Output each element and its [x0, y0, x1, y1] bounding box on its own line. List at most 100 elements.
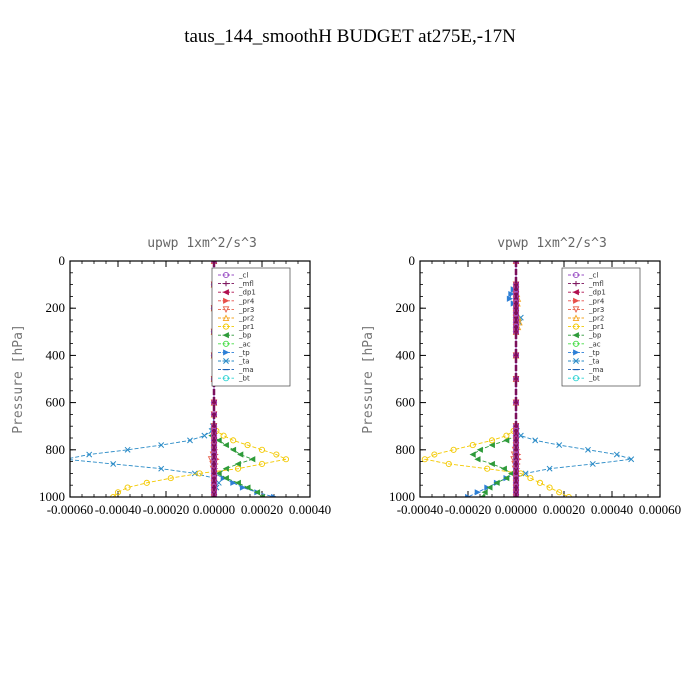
data-point	[506, 295, 514, 302]
legend-entry: _bt	[218, 375, 250, 383]
y-tick-label: 400	[46, 347, 66, 362]
data-point	[220, 432, 227, 439]
data-point	[503, 475, 510, 482]
data-point	[556, 442, 563, 449]
data-point	[244, 442, 251, 449]
data-point	[469, 451, 476, 458]
upwp-panel: upwp 1xm^2/s^3 Pressure [hPa] 0 200 400 600 80…	[11, 236, 331, 517]
legend-swatch-marker	[573, 281, 579, 287]
data-point	[481, 489, 488, 496]
legend-entry: _bp	[568, 332, 602, 340]
data-point	[522, 470, 529, 477]
x-tick-label: 0.00040	[289, 502, 331, 517]
legend-entry: _cl	[568, 272, 598, 280]
legend-entry: _ac	[218, 340, 251, 348]
legend-entry: _tp	[218, 349, 250, 357]
x-tick-label: 0.00040	[591, 502, 633, 517]
legend-swatch-marker	[222, 375, 230, 382]
legend-label: _pr2	[588, 315, 604, 323]
data-point	[474, 456, 481, 463]
legend-entry: _ta	[568, 358, 600, 366]
legend-label: _cl	[238, 272, 248, 280]
legend-entry: _pr4	[218, 297, 255, 305]
legend-entry: _bt	[568, 375, 600, 383]
legend-swatch-marker	[222, 306, 230, 314]
data-point	[585, 446, 591, 453]
legend-swatch-marker	[572, 375, 580, 382]
plot-frame	[69, 260, 311, 498]
legend-label: _ac	[588, 340, 601, 348]
panel-title: vpwp 1xm^2/s^3	[497, 236, 607, 251]
legend-entry: _pr4	[568, 297, 605, 305]
data-point	[613, 451, 620, 458]
y-axis-label: Pressure [hPa]	[361, 324, 376, 434]
legend-entry: _pr2	[218, 314, 254, 323]
data-point	[234, 460, 241, 468]
data-point	[493, 479, 500, 486]
legend-entry: _dp1	[568, 289, 606, 297]
legend-swatch-marker	[222, 314, 230, 322]
legend-label: _ta	[588, 358, 600, 366]
y-tick-label: 200	[46, 300, 66, 315]
legend-swatch-marker	[572, 323, 580, 330]
legend-entry: _cl	[218, 272, 248, 280]
legend-swatch-marker	[222, 271, 230, 279]
data-point	[556, 489, 563, 496]
data-point	[201, 432, 208, 439]
data-point	[191, 470, 198, 477]
data-point	[546, 484, 553, 491]
panel-title: upwp 1xm^2/s^3	[147, 236, 257, 251]
x-tick-label: -0.00040	[397, 502, 444, 517]
data-point	[234, 479, 241, 486]
x-tick-label: 0.00060	[639, 502, 681, 517]
legend-swatch-marker	[573, 297, 580, 304]
legend: _cl_mfl_dp1_pr4_pr3_pr2_pr1_bp_ac_tp_ta_…	[561, 267, 641, 387]
legend-label: _dp1	[238, 289, 256, 297]
data-point	[503, 432, 510, 439]
legend-entry: _ma	[218, 366, 254, 374]
data-point	[143, 479, 150, 486]
legend-label: _bt	[588, 375, 600, 383]
x-tick-label: 0.00000	[495, 502, 537, 517]
data-point	[158, 465, 165, 472]
legend-label: _mfl	[588, 280, 604, 288]
legend-swatch-marker	[573, 349, 580, 356]
legend-entry: _pr3	[218, 306, 254, 314]
legend-label: _bp	[238, 332, 252, 340]
legend-label: _ma	[238, 366, 254, 374]
x-tick-label: -0.00020	[143, 502, 190, 517]
legend-label: _pr3	[238, 306, 254, 314]
data-point	[230, 437, 237, 444]
data-point	[488, 437, 496, 444]
legend-entry: _ta	[218, 358, 250, 366]
data-point	[114, 489, 122, 496]
data-point	[500, 465, 507, 472]
x-tick-label: 0.00020	[543, 502, 585, 517]
y-tick-label: 1000	[389, 489, 415, 504]
legend-swatch-marker	[572, 332, 579, 339]
legend-label: _cl	[588, 272, 598, 280]
legend-label: _dp1	[588, 289, 606, 297]
y-tick-label: 0	[409, 253, 416, 268]
data-point	[229, 446, 237, 453]
data-point	[508, 290, 515, 298]
data-point	[503, 437, 510, 444]
data-point	[431, 451, 438, 458]
data-point	[124, 446, 131, 453]
legend-entry: _tp	[568, 349, 600, 357]
legend-swatch-marker	[223, 297, 230, 304]
data-point	[253, 489, 261, 496]
legend-label: _pr4	[588, 297, 605, 305]
legend-label: _ma	[588, 366, 604, 374]
y-tick-label: 400	[396, 347, 416, 362]
data-point	[474, 489, 481, 496]
data-point	[527, 475, 534, 482]
y-tick-label: 800	[396, 442, 416, 457]
data-point	[488, 460, 495, 468]
plot-frame	[419, 260, 661, 498]
legend-swatch-marker	[572, 289, 579, 296]
legend-swatch-marker	[223, 349, 230, 356]
x-tick-label: -0.00060	[47, 502, 94, 517]
legend-label: _ac	[238, 340, 251, 348]
data-point	[222, 475, 229, 482]
